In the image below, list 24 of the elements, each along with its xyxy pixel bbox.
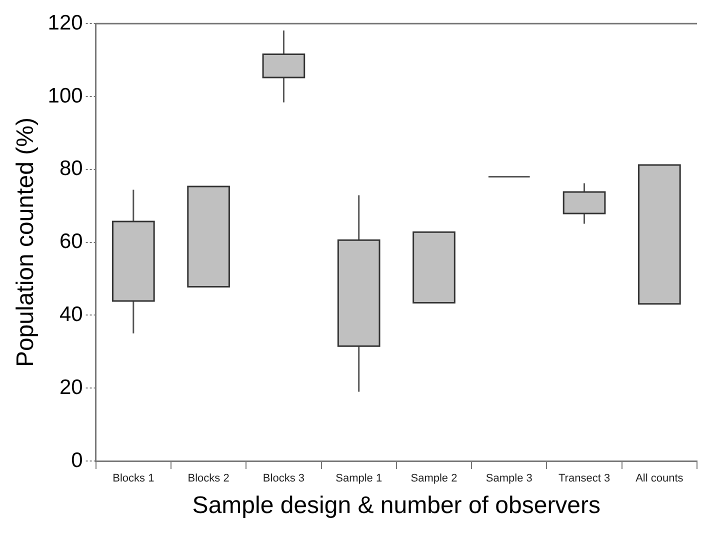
x-tick-label: All counts [636,472,684,485]
y-tick-label: 80 [59,157,83,180]
candlestick [562,182,606,224]
y-tick-label: 40 [59,302,83,326]
x-tick-label: Transect 3 [558,472,610,485]
x-tick-label: Blocks 2 [188,472,230,485]
candlestick [412,231,456,304]
y-tick-label: 20 [59,376,83,399]
x-tick-label: Sample 1 [336,472,382,485]
y-axis-title: Population counted (%) [12,118,40,368]
x-axis-title: Sample design & number of observers [192,492,601,520]
candlestick [187,186,230,288]
x-tick-label: Blocks 1 [112,472,154,485]
candlestick [262,30,306,104]
candlestick [337,194,380,392]
x-tick-label: Sample 2 [410,472,458,485]
y-tick-label: 0 [71,448,83,472]
y-tick-label: 100 [48,84,83,108]
candlestick [112,189,155,334]
candlestick [638,164,681,305]
x-tick-label: Sample 3 [486,472,532,485]
y-tick-label: 60 [59,230,83,254]
x-tick-label: Blocks 3 [262,472,304,485]
y-tick-label: 120 [48,11,83,34]
